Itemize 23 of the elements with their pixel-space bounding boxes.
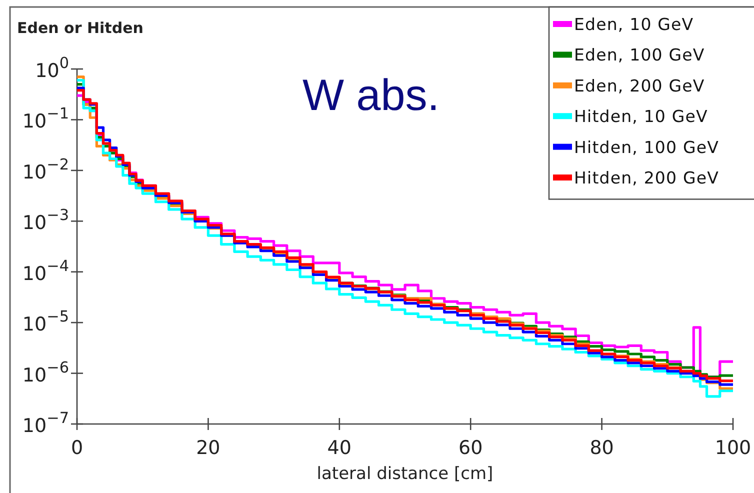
x-axis-title: lateral distance [cm]: [316, 464, 494, 484]
y-tick-label: 10$^{−6}$: [22, 358, 69, 386]
y-tick-label: 10$^{−4}$: [22, 256, 69, 285]
x-tick-label: 100: [714, 437, 752, 459]
x-tick-label: 40: [327, 437, 352, 459]
y-tick-label: 10$^{−2}$: [22, 155, 69, 184]
legend-label: Eden, 100 GeV: [574, 46, 705, 65]
x-tick-label: 20: [196, 437, 220, 459]
x-tick-label: 0: [70, 437, 84, 459]
y-tick-label: 10$^{−7}$: [22, 409, 69, 437]
y-tick-label: 10$^{−5}$: [22, 308, 69, 336]
legend-label: Hitden, 10 GeV: [574, 107, 708, 126]
x-tick-label: 60: [458, 437, 483, 459]
y-tick-label: 10$^{0}$: [35, 54, 69, 82]
annotation: W abs.: [302, 71, 440, 120]
chart-title: Eden or Hitden: [17, 19, 144, 37]
legend-label: Hitden, 100 GeV: [574, 138, 720, 157]
x-tick-label: 80: [590, 437, 614, 459]
legend-label: Eden, 200 GeV: [574, 76, 705, 96]
y-tick-label: 10$^{−3}$: [22, 206, 69, 234]
legend-label: Hitden, 200 GeV: [574, 168, 720, 188]
y-tick-label: 10$^{−1}$: [22, 104, 69, 133]
legend-label: Eden, 10 GeV: [574, 15, 694, 34]
